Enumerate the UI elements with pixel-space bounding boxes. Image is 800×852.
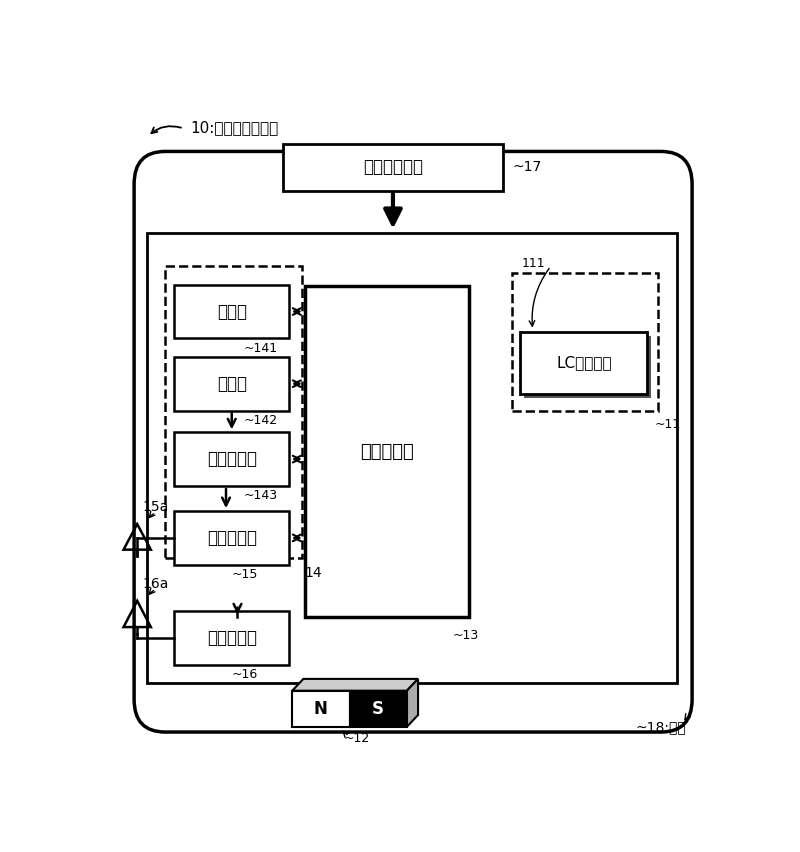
Text: 无线发送部: 无线发送部 xyxy=(206,529,257,547)
Text: ~15: ~15 xyxy=(232,568,258,581)
Bar xyxy=(520,332,647,394)
Text: 照明部: 照明部 xyxy=(217,302,246,320)
Text: N: N xyxy=(314,699,328,717)
Text: ~143: ~143 xyxy=(243,489,278,503)
Text: ~141: ~141 xyxy=(243,342,278,354)
Text: 无线接收部: 无线接收部 xyxy=(206,630,257,648)
Polygon shape xyxy=(292,679,418,691)
Bar xyxy=(165,266,302,558)
Text: 10:胶囊型医疗装置: 10:胶囊型医疗装置 xyxy=(190,119,278,135)
Bar xyxy=(283,144,503,191)
Text: ~18:壳体: ~18:壳体 xyxy=(635,720,686,734)
Bar xyxy=(146,233,677,682)
Text: ~142: ~142 xyxy=(243,414,278,427)
Text: 胶囊控制部: 胶囊控制部 xyxy=(360,442,414,461)
Text: 摄像部: 摄像部 xyxy=(217,375,246,393)
Text: ~11: ~11 xyxy=(655,418,681,431)
Bar xyxy=(174,432,289,486)
Bar xyxy=(174,357,289,411)
Text: 胶囊内部电源: 胶囊内部电源 xyxy=(363,158,423,176)
Text: ~16: ~16 xyxy=(232,669,258,682)
FancyBboxPatch shape xyxy=(134,152,692,732)
Text: 14: 14 xyxy=(305,566,322,580)
Text: 信号处理部: 信号处理部 xyxy=(206,450,257,468)
Text: 15a: 15a xyxy=(142,500,169,515)
Polygon shape xyxy=(407,679,418,727)
Text: 111: 111 xyxy=(522,256,546,269)
Bar xyxy=(512,273,658,411)
Text: ~12: ~12 xyxy=(344,732,370,745)
Text: 16a: 16a xyxy=(142,577,169,591)
Text: LC谐振电路: LC谐振电路 xyxy=(556,355,612,371)
Bar xyxy=(292,691,350,727)
Bar xyxy=(305,286,469,617)
Text: ~17: ~17 xyxy=(512,160,542,174)
Text: S: S xyxy=(372,699,384,717)
Bar xyxy=(524,336,651,398)
Bar xyxy=(174,511,289,565)
Bar xyxy=(174,612,289,665)
Bar xyxy=(350,691,407,727)
Bar xyxy=(174,285,289,338)
Text: ~13: ~13 xyxy=(453,629,479,642)
